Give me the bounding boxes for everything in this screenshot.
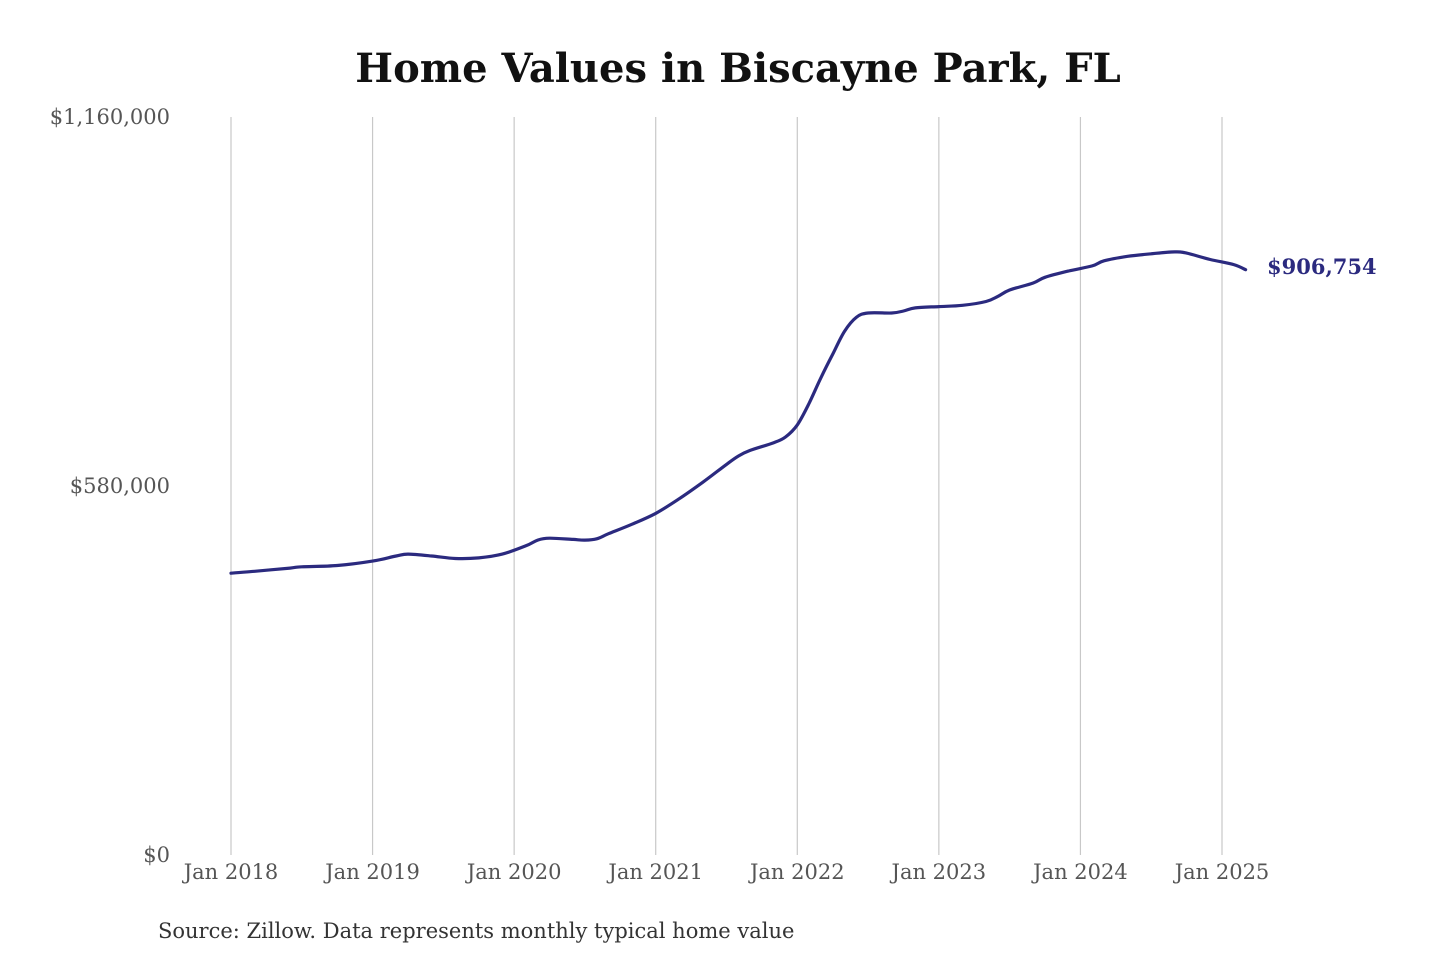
x-tick-label: Jan 2018 [182, 860, 279, 884]
y-tick-label: $580,000 [70, 474, 170, 498]
x-axis-tick-labels: Jan 2018 Jan 2019 Jan 2020 Jan 2021 Jan 2022… [182, 860, 1270, 884]
vertical-gridlines [230, 117, 1223, 855]
home-value-series-line [229, 250, 1248, 575]
x-tick-label: Jan 2023 [890, 860, 987, 884]
latest-value-label: $906,754 [1267, 254, 1377, 279]
x-tick-label: Jan 2024 [1031, 860, 1128, 884]
chart-title: Home Values in Biscayne Park, FL [355, 45, 1120, 92]
y-axis-tick-labels: $1,160,000 $580,000 $0 [50, 105, 170, 867]
x-tick-label: Jan 2019 [323, 860, 420, 884]
x-tick-label: Jan 2025 [1173, 860, 1270, 884]
y-tick-label: $0 [143, 843, 170, 867]
x-tick-label: Jan 2020 [465, 860, 562, 884]
x-tick-label: Jan 2022 [748, 860, 845, 884]
x-tick-label: Jan 2021 [606, 860, 703, 884]
source-note: Source: Zillow. Data represents monthly … [158, 919, 794, 943]
y-tick-label: $1,160,000 [50, 105, 170, 129]
